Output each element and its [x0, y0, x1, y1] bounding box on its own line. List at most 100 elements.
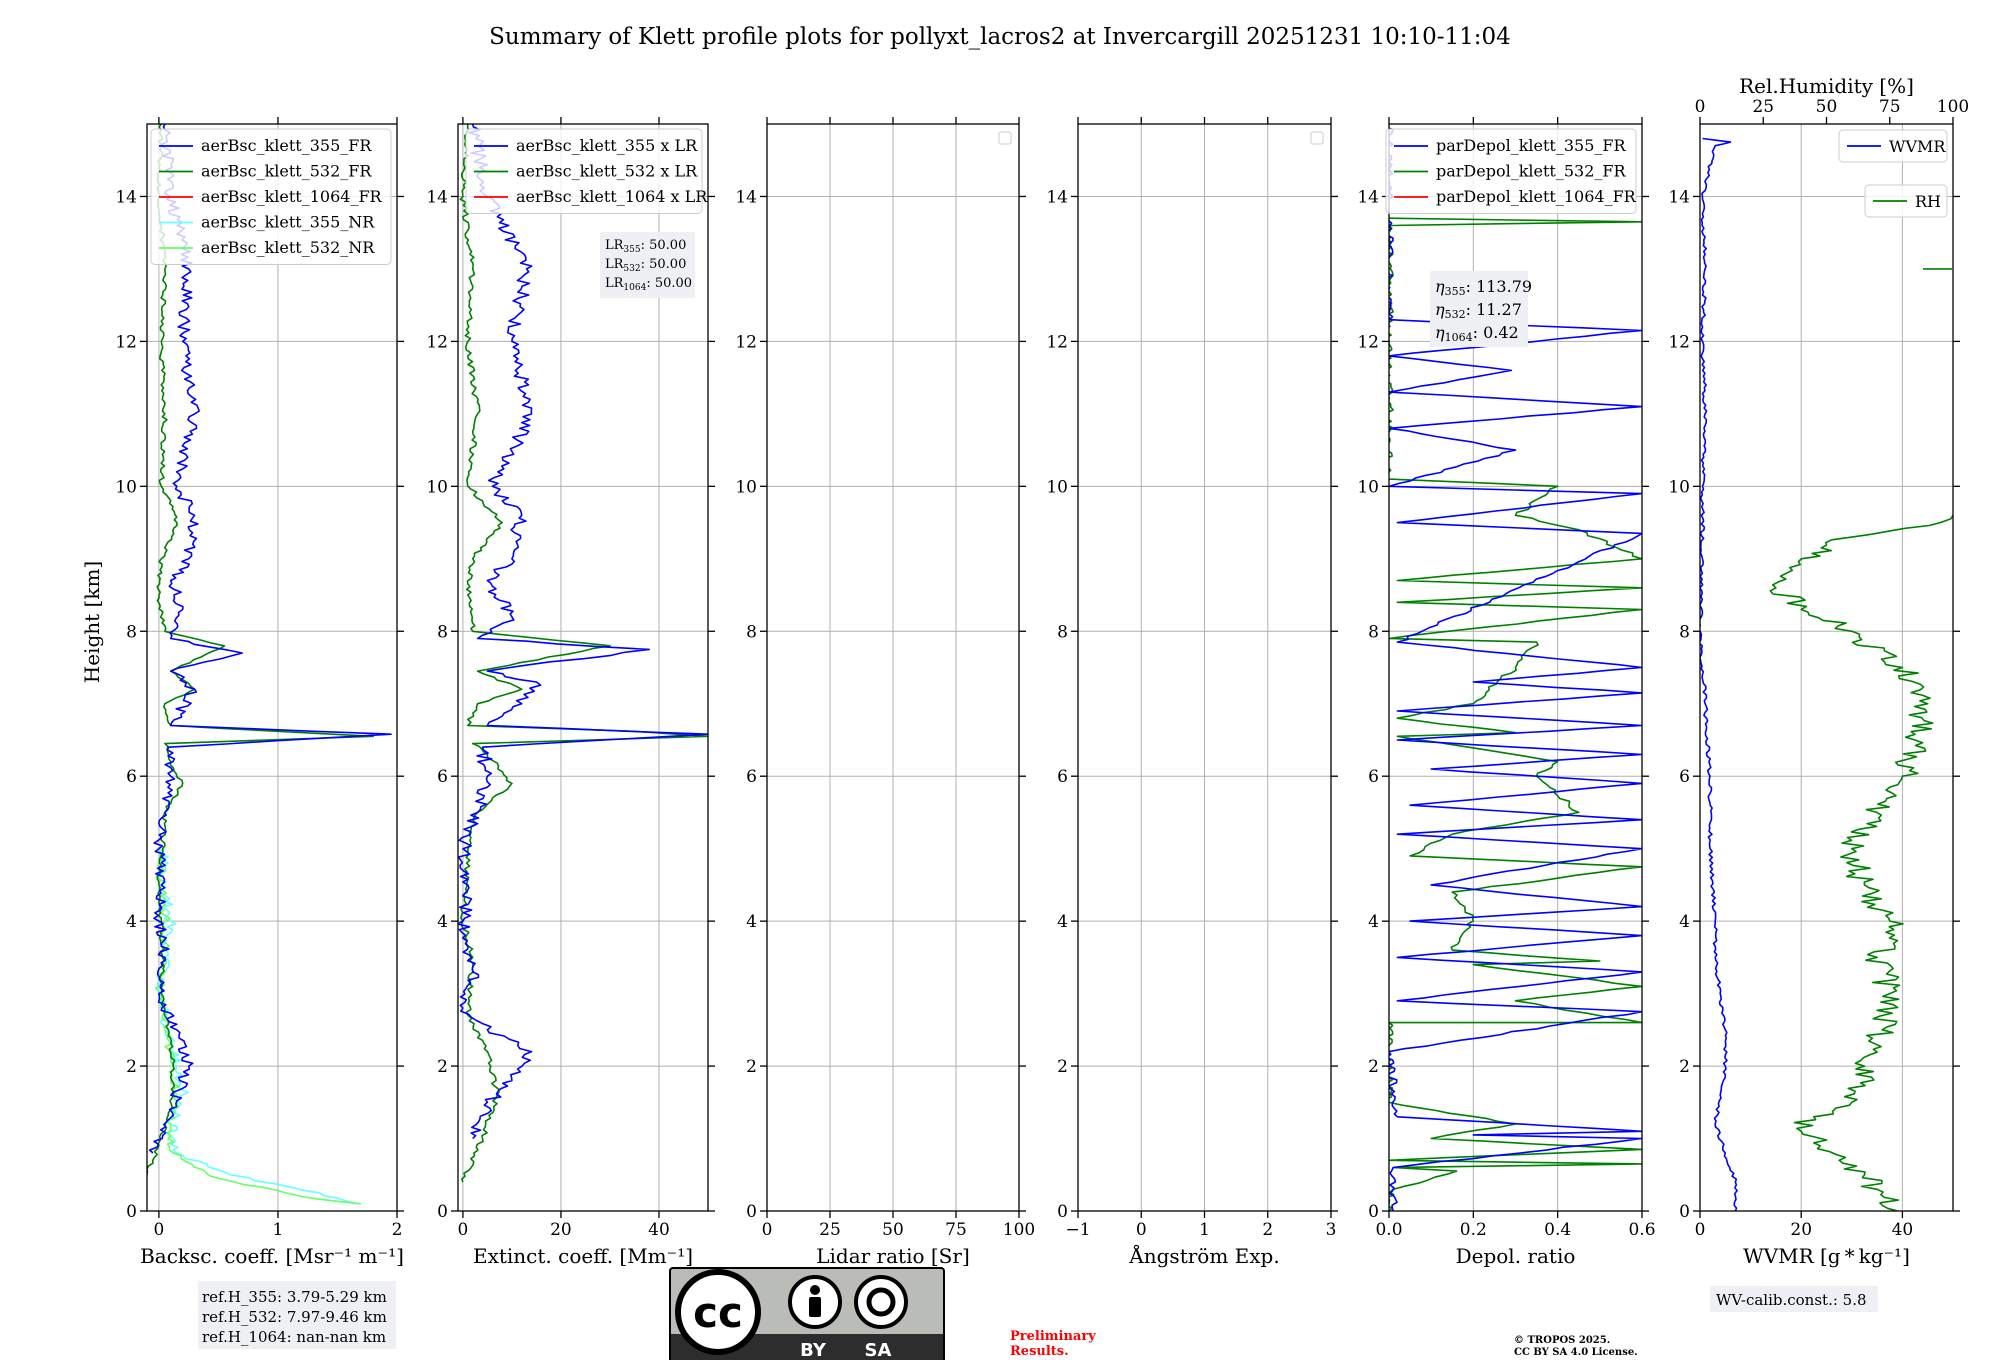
x-tick-label: 0.2 [1460, 1220, 1487, 1240]
preliminary-label-line1: Preliminary [1010, 1329, 1096, 1344]
sa-label: SA [865, 1340, 892, 1360]
wv-calibration-background [1710, 1286, 1878, 1312]
axes-frame-dep [1388, 123, 1643, 1212]
empty-legend-box [998, 131, 1012, 145]
legend-frame [150, 128, 392, 265]
y-tick-label: 10 [1668, 477, 1690, 497]
top-x-tick-label: 50 [1816, 97, 1838, 117]
x-tick-label: 0.0 [1375, 1220, 1402, 1240]
y-tick-label: 0 [746, 1202, 757, 1222]
x-tick-label: 20 [1790, 1220, 1812, 1240]
info-line: η532: 11.27 [1435, 300, 1522, 321]
y-tick-label: 6 [1368, 767, 1379, 787]
info-box-background [1430, 271, 1528, 347]
x-tick-label: 0.6 [1628, 1220, 1655, 1240]
legend-label: aerBsc_klett_1064 x LR [516, 187, 708, 206]
y-axis-label: Height [km] [80, 561, 104, 683]
x-tick-label: 2 [1262, 1220, 1273, 1240]
legend-dep: parDepol_klett_355_FR parDepol_klett_532_… [1385, 128, 1637, 214]
y-tick-label: 2 [1057, 1057, 1068, 1077]
y-tick-label: 4 [1368, 912, 1379, 932]
legend-label: parDepol_klett_1064_FR [1436, 187, 1637, 206]
legend-rh: RH [1864, 184, 1948, 218]
top-x-tick-label: 0 [1695, 97, 1706, 117]
x-tick-label: 50 [882, 1220, 904, 1240]
series-aerbsc-klett-355-fr [148, 124, 392, 1154]
x-tick-label: 1 [1199, 1220, 1210, 1240]
info-box-background [600, 232, 695, 298]
series-group-bsc [147, 124, 392, 1205]
legend-label: aerBsc_klett_1064_FR [201, 187, 383, 206]
cc-by-sa-license-badge[interactable]: cc BY SA [669, 1267, 945, 1360]
ref-height-532: ref.H_532: 7.97-9.46 km [202, 1308, 387, 1326]
reference-heights-box: ref.H_355: 3.79-5.29 km ref.H_532: 7.97-… [198, 1281, 396, 1349]
y-tick-label: 4 [1679, 912, 1690, 932]
y-tick-label: 8 [126, 622, 137, 642]
grid-wv [1699, 124, 1953, 1212]
x-axis-label-dep: Depol. ratio [1456, 1244, 1576, 1268]
y-tick-label: 0 [437, 1202, 448, 1222]
y-tick-label: 14 [426, 187, 448, 207]
top-axis-label: Rel.Humidity [%] [1739, 74, 1914, 98]
series-aerbsc-klett-355-nr [155, 847, 356, 1205]
x-tick-label: 20 [550, 1220, 572, 1240]
legend-ext: aerBsc_klett_355 x LR aerBsc_klett_532 x … [465, 128, 708, 214]
info-line: η355: 113.79 [1435, 277, 1532, 298]
x-tick-label: 3 [1326, 1220, 1337, 1240]
x-tick-label: 100 [1003, 1220, 1035, 1240]
y-tick-label: 0 [1057, 1202, 1068, 1222]
y-tick-label: 12 [1046, 332, 1068, 352]
legend-bsc: aerBsc_klett_355_FR aerBsc_klett_532_FRae… [150, 128, 392, 265]
top-x-tick-label: 25 [1752, 97, 1774, 117]
series-aerbsc-klett-355-x-lr [458, 124, 708, 1140]
y-tick-label: 2 [126, 1057, 137, 1077]
axes-frame-ext [457, 123, 709, 1212]
x-tick-label: 40 [648, 1220, 670, 1240]
y-tick-label: 14 [1668, 187, 1690, 207]
y-tick-label: 6 [437, 767, 448, 787]
ref-height-355: ref.H_355: 3.79-5.29 km [202, 1288, 387, 1306]
empty-legend-box [1310, 131, 1324, 145]
x-tick-label: 0 [1136, 1220, 1147, 1240]
ref-height-1064: ref.H_1064: nan-nan km [202, 1328, 386, 1346]
y-tick-label: 4 [437, 912, 448, 932]
y-tick-label: 0 [1679, 1202, 1690, 1222]
grid-ang [1077, 124, 1332, 1212]
panel-lr: 0 25 50 75 100 0 2 4 6 8 10 12 14 Lidar ratio [Sr] [735, 117, 1035, 1268]
y-tick-label: 8 [437, 622, 448, 642]
y-tick-label: 8 [1368, 622, 1379, 642]
copyright-line1: © TROPOS 2025. [1514, 1335, 1610, 1346]
y-tick-label: 4 [1057, 912, 1068, 932]
copyright-line2: CC BY SA 4.0 License. [1514, 1347, 1638, 1358]
y-tick-label: 10 [1357, 477, 1379, 497]
panel-ext: 0 20 40 0 2 4 6 8 10 12 14 Extinct. coeff. [Mm⁻¹] ae… [426, 117, 715, 1268]
x-tick-label: 0 [762, 1220, 773, 1240]
x-axis-label-wv: WVMR [g * kg⁻¹] [1743, 1244, 1910, 1268]
series-rh [1769, 514, 1953, 1211]
axes-frame-wv [1699, 123, 1954, 1212]
reference-heights-background [198, 1281, 396, 1349]
x-tick-label: 0.4 [1544, 1220, 1571, 1240]
y-tick-label: 6 [1679, 767, 1690, 787]
x-tick-label: 75 [945, 1220, 967, 1240]
legend-frame [465, 128, 703, 214]
y-tick-label: 12 [426, 332, 448, 352]
y-tick-label: 2 [746, 1057, 757, 1077]
y-tick-label: 2 [1368, 1057, 1379, 1077]
y-tick-label: 4 [746, 912, 757, 932]
info-box-ext: LR355: 50.00 LR532: 50.00 LR1064: 50.00 [600, 232, 695, 298]
x-tick-label: 0 [457, 1220, 468, 1240]
y-tick-label: 14 [1357, 187, 1379, 207]
y-tick-label: 14 [115, 187, 137, 207]
info-line: LR1064: 50.00 [605, 276, 692, 293]
legend-label: aerBsc_klett_355_FR [201, 136, 372, 155]
panel-dep: 0.0 0.2 0.4 0.6 0 2 4 6 8 10 12 14 Depol. ratio parDe… [1357, 117, 1656, 1268]
y-tick-label: 6 [746, 767, 757, 787]
y-tick-label: 2 [437, 1057, 448, 1077]
x-tick-label: 0 [153, 1220, 164, 1240]
series-aerbsc-klett-532-x-lr [459, 124, 708, 1183]
y-tick-label: 4 [126, 912, 137, 932]
